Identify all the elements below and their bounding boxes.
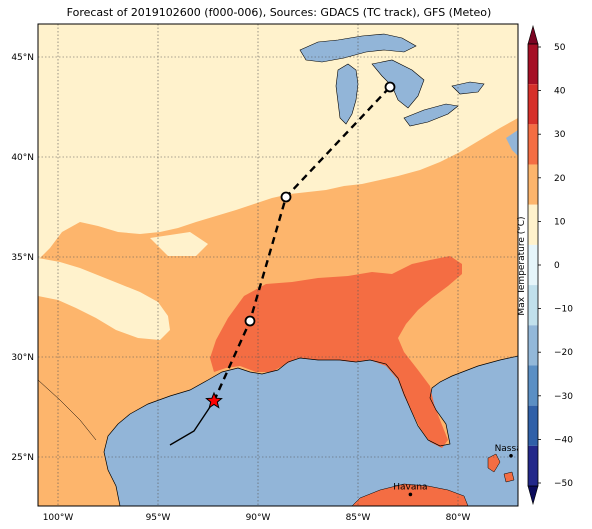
colorbar-band bbox=[528, 164, 538, 205]
graticule bbox=[38, 24, 518, 506]
lon-tick-label: 90°W bbox=[246, 513, 271, 523]
city-dot bbox=[509, 454, 513, 458]
map-area: Nassau Havana bbox=[38, 24, 528, 506]
lat-tick-label: 25°N bbox=[11, 453, 34, 463]
colorbar-tick-label: −40 bbox=[554, 435, 573, 445]
lat-tick-label: 45°N bbox=[11, 53, 34, 63]
past-track-line bbox=[169, 400, 215, 446]
longitude-ticks: 100°W 95°W 90°W 85°W 80°W bbox=[43, 513, 471, 523]
lon-tick-label: 85°W bbox=[346, 513, 371, 523]
lat-tick-label: 35°N bbox=[11, 253, 34, 263]
colorbar-band bbox=[528, 84, 538, 125]
colorbar-band bbox=[528, 244, 538, 286]
lat-tick-label: 40°N bbox=[11, 153, 34, 163]
city-dot bbox=[408, 492, 413, 497]
forecast-position-marker bbox=[384, 81, 396, 93]
colorbar: 50 40 30 20 10 0 −10 −20 −30 −40 −50 bbox=[527, 24, 573, 506]
colorbar-tick-label: 40 bbox=[554, 87, 566, 97]
land-bahamas-2 bbox=[503, 471, 515, 483]
lon-tick-label: 100°W bbox=[43, 513, 74, 523]
colorbar-tick-label: 10 bbox=[554, 217, 566, 227]
coastline-gulf bbox=[103, 355, 518, 506]
lake-michigan bbox=[335, 63, 359, 125]
map-frame bbox=[37, 23, 519, 507]
lake-superior bbox=[299, 33, 417, 63]
city-markers: Nassau Havana bbox=[393, 444, 528, 497]
colorbar-band bbox=[528, 44, 538, 85]
forecast-position-marker bbox=[244, 315, 256, 327]
colorbar-tick-label: −10 bbox=[554, 305, 573, 315]
colorbar-tick-label: 50 bbox=[554, 43, 566, 53]
colorbar-label: Max Temperature (°C) bbox=[517, 216, 527, 316]
lake-huron bbox=[371, 59, 425, 109]
latitude-ticks: 45°N 40°N 35°N 30°N 25°N bbox=[11, 53, 34, 463]
forecast-position-marker bbox=[280, 191, 292, 203]
colorbar-tick-label: 20 bbox=[554, 174, 566, 184]
colorbar-tick-label: −20 bbox=[554, 348, 573, 358]
land-warm-southeast bbox=[210, 256, 462, 448]
colorbar-tick-label: −30 bbox=[554, 392, 573, 402]
lake-erie bbox=[403, 103, 459, 127]
page-title: Forecast of 2019102600 (f000-006), Sourc… bbox=[66, 6, 492, 19]
land-cool-west bbox=[38, 258, 170, 340]
colorbar-tick-label: −50 bbox=[554, 479, 573, 489]
colorbar-band bbox=[528, 365, 538, 406]
city-label: Nassau bbox=[495, 444, 528, 454]
lat-tick-label: 30°N bbox=[11, 353, 34, 363]
storm-track bbox=[169, 81, 396, 446]
colorbar-tick-label: 0 bbox=[554, 261, 560, 271]
colorbar-tick-label: 30 bbox=[554, 130, 566, 140]
atlantic-northeast bbox=[506, 130, 518, 156]
colorbar-top-arrow bbox=[527, 24, 539, 45]
current-position-star-icon bbox=[205, 391, 223, 409]
colorbar-band bbox=[528, 285, 538, 326]
colorbar-bottom-arrow bbox=[527, 485, 539, 506]
land-cool-patch bbox=[150, 232, 208, 256]
lon-tick-label: 80°W bbox=[446, 513, 471, 523]
colorbar-band bbox=[528, 124, 538, 165]
colorbar-band bbox=[528, 405, 538, 446]
coastline-mexico bbox=[38, 379, 97, 441]
colorbar-band bbox=[528, 325, 538, 366]
forecast-track-line bbox=[212, 86, 391, 402]
city-label: Havana bbox=[393, 482, 427, 492]
lon-tick-label: 95°W bbox=[146, 513, 171, 523]
colorbar-band bbox=[528, 445, 538, 486]
land-bahamas bbox=[487, 453, 501, 473]
lake-ontario bbox=[451, 81, 485, 95]
colorbar-band bbox=[528, 204, 538, 245]
